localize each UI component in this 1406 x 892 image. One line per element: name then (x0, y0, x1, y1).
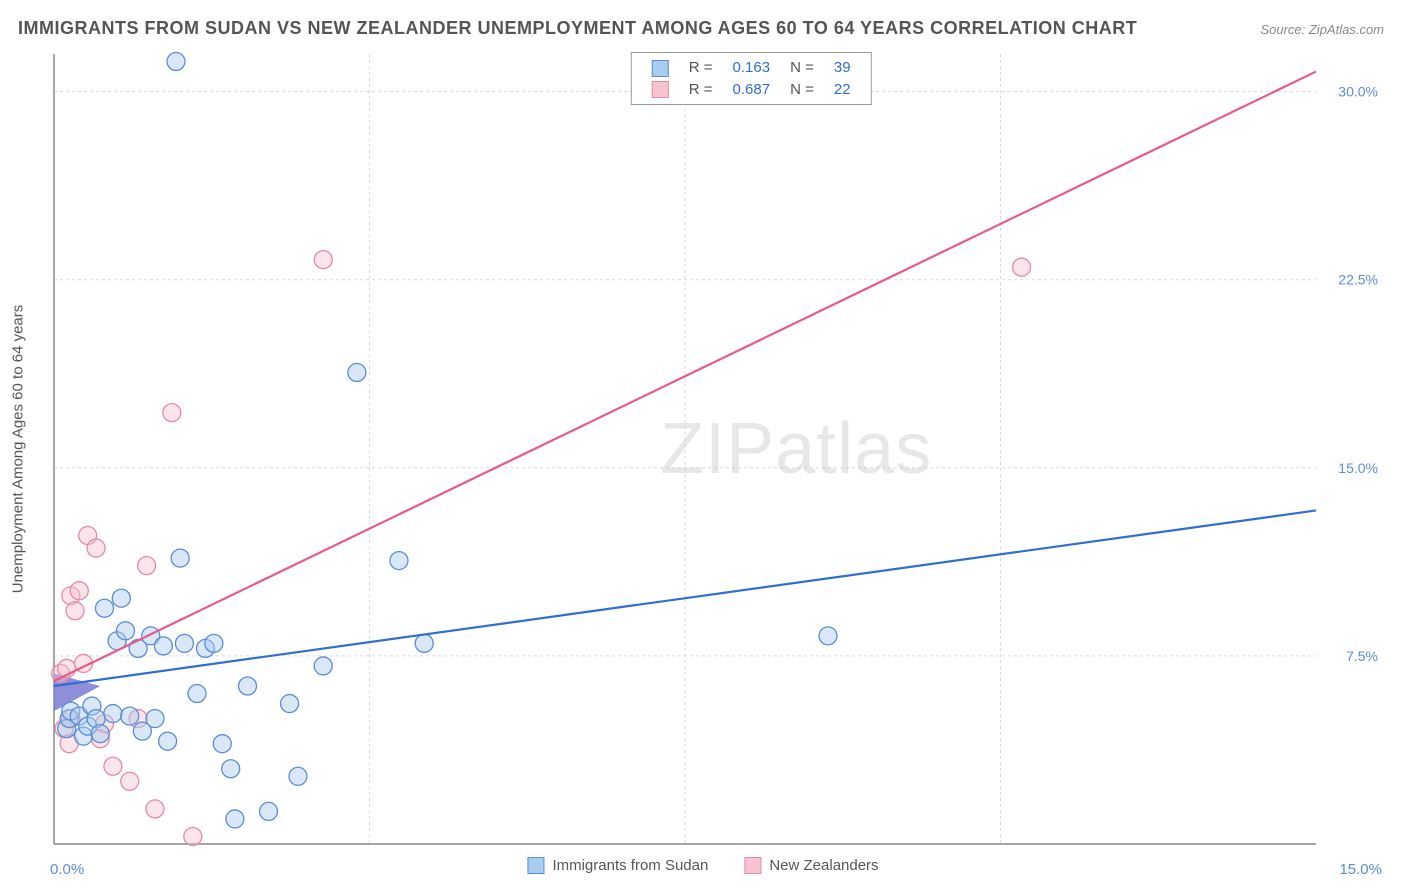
scatter-point (159, 732, 177, 750)
scatter-point (171, 549, 189, 567)
scatter-point (314, 657, 332, 675)
source-attribution: Source: ZipAtlas.com (1260, 22, 1384, 37)
scatter-point (289, 767, 307, 785)
scatter-point (66, 602, 84, 620)
scatter-point (184, 827, 202, 845)
scatter-point (121, 772, 139, 790)
scatter-point (154, 637, 172, 655)
legend-series-label: New Zealanders (769, 857, 878, 874)
legend-swatch-icon (652, 60, 669, 77)
x-axis-min-label: 0.0% (50, 861, 84, 878)
scatter-point (138, 557, 156, 575)
svg-text:ZIPatlas: ZIPatlas (660, 409, 932, 489)
legend-series-label: Immigrants from Sudan (552, 857, 708, 874)
svg-text:30.0%: 30.0% (1338, 84, 1378, 100)
scatter-point (205, 634, 223, 652)
scatter-point (213, 735, 231, 753)
scatter-point (87, 539, 105, 557)
scatter-point (104, 705, 122, 723)
x-axis-max-label: 15.0% (1339, 861, 1382, 878)
scatter-point (175, 634, 193, 652)
scatter-point (1013, 258, 1031, 276)
legend-series-item: New Zealanders (744, 857, 878, 874)
scatter-point (314, 251, 332, 269)
legend-correlation-box: R =0.163N =39R =0.687N =22 (631, 52, 872, 105)
scatter-point (146, 710, 164, 728)
scatter-point (91, 725, 109, 743)
scatter-point (112, 589, 130, 607)
scatter-point (95, 599, 113, 617)
scatter-point (226, 810, 244, 828)
chart-title: IMMIGRANTS FROM SUDAN VS NEW ZEALANDER U… (18, 18, 1137, 39)
scatter-point (163, 404, 181, 422)
scatter-point (348, 364, 366, 382)
scatter-point (121, 707, 139, 725)
scatter-point (188, 685, 206, 703)
chart-area: Unemployment Among Ages 60 to 64 years 7… (48, 48, 1384, 850)
svg-text:15.0%: 15.0% (1338, 460, 1378, 476)
legend-swatch-icon (652, 81, 669, 98)
scatter-point (819, 627, 837, 645)
legend-correlation-row: R =0.687N =22 (642, 79, 861, 101)
scatter-point (104, 757, 122, 775)
scatter-point (260, 802, 278, 820)
legend-correlation-row: R =0.163N =39 (642, 57, 861, 79)
legend-series-item: Immigrants from Sudan (527, 857, 708, 874)
legend-series: Immigrants from Sudan New Zealanders (509, 857, 896, 878)
svg-text:22.5%: 22.5% (1338, 272, 1378, 288)
scatter-point (239, 677, 257, 695)
svg-text:7.5%: 7.5% (1346, 648, 1378, 664)
y-axis-label: Unemployment Among Ages 60 to 64 years (10, 305, 27, 594)
scatter-chart-svg: 7.5% 15.0% 22.5% 30.0% ZIPatlas (48, 48, 1384, 850)
scatter-point (415, 634, 433, 652)
scatter-point (146, 800, 164, 818)
legend-swatch-icon (744, 857, 761, 874)
scatter-point (117, 622, 135, 640)
scatter-point (390, 552, 408, 570)
scatter-point (167, 53, 185, 71)
scatter-point (281, 695, 299, 713)
scatter-point (222, 760, 240, 778)
scatter-point (70, 582, 88, 600)
legend-swatch-icon (527, 857, 544, 874)
